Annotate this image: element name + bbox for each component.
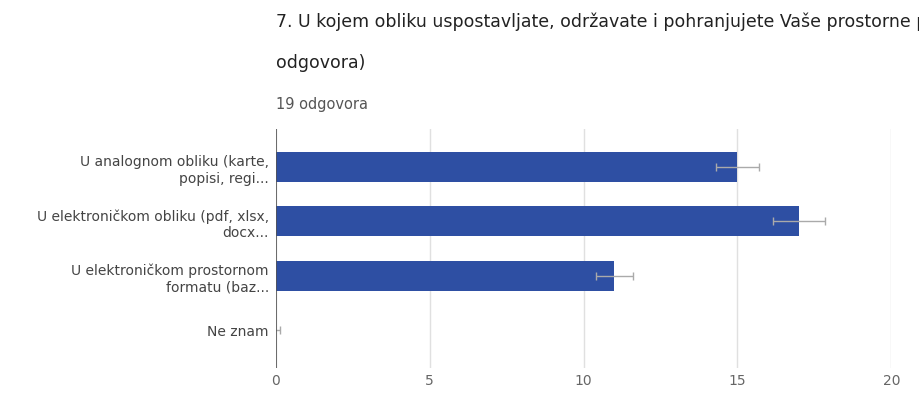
Bar	[276, 261, 614, 291]
Bar	[276, 207, 800, 236]
Text: 7. U kojem obliku uspostavljate, održavate i pohranjujete Vaše prostorne podatke: 7. U kojem obliku uspostavljate, održava…	[276, 12, 919, 31]
Text: 19 odgovora: 19 odgovora	[276, 97, 368, 112]
Bar	[276, 153, 738, 182]
Text: odgovora): odgovora)	[276, 54, 365, 72]
